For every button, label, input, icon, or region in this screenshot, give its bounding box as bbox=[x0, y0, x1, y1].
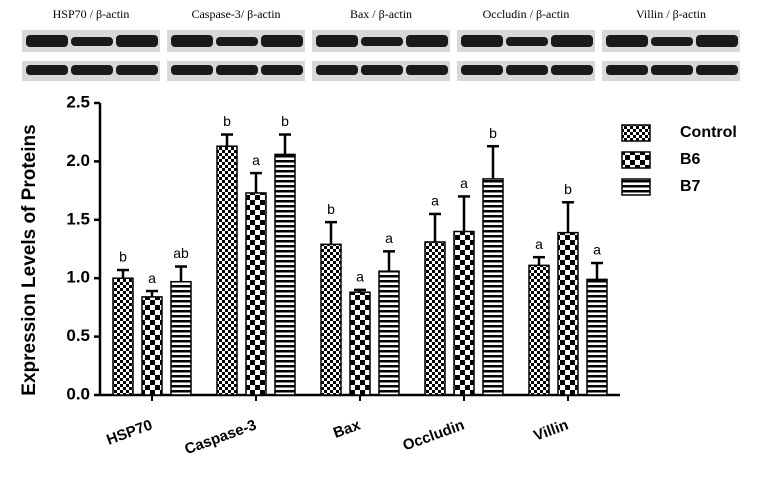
legend-swatch bbox=[621, 124, 651, 142]
bar bbox=[245, 192, 267, 396]
x-tick-label: HSP70 bbox=[104, 417, 154, 449]
blot-band bbox=[696, 65, 738, 75]
blot-band bbox=[551, 35, 593, 47]
bar bbox=[216, 145, 238, 396]
legend-swatch bbox=[621, 151, 651, 169]
blot-label: Occludin / β-actin bbox=[483, 7, 570, 21]
significance-letter: a bbox=[252, 152, 260, 168]
x-tick-label: Villin bbox=[531, 417, 570, 445]
blot-band bbox=[71, 65, 113, 75]
y-tick-label: 2.0 bbox=[66, 151, 90, 170]
blot-band bbox=[506, 37, 548, 46]
y-tick-label: 0.0 bbox=[66, 384, 90, 403]
significance-letter: a bbox=[460, 175, 468, 191]
blot-band bbox=[171, 35, 213, 47]
significance-letter: b bbox=[281, 113, 289, 129]
significance-letter: b bbox=[327, 201, 335, 217]
significance-letter: a bbox=[431, 193, 439, 209]
y-tick-label: 1.5 bbox=[66, 209, 90, 228]
y-tick-label: 0.5 bbox=[66, 326, 90, 345]
blot-band bbox=[651, 65, 693, 75]
legend-label: B6 bbox=[680, 151, 701, 168]
blot-band bbox=[261, 35, 303, 47]
significance-letter: ab bbox=[173, 245, 189, 261]
significance-letter: b bbox=[564, 181, 572, 197]
legend-label: Control bbox=[680, 124, 737, 141]
y-tick-label: 1.0 bbox=[66, 268, 90, 287]
blot-label: HSP70 / β-actin bbox=[53, 7, 130, 21]
significance-letter: b bbox=[223, 113, 231, 129]
x-tick-label: Caspase-3 bbox=[182, 417, 258, 459]
blot-label: Villin / β-actin bbox=[636, 7, 706, 21]
blot-band bbox=[361, 37, 403, 46]
significance-letter: b bbox=[489, 125, 497, 141]
blot-label: Bax / β-actin bbox=[350, 7, 412, 21]
blot-band bbox=[116, 35, 158, 47]
significance-letter: a bbox=[593, 242, 601, 258]
blot-band bbox=[361, 65, 403, 75]
significance-letter: a bbox=[535, 236, 543, 252]
y-axis-label: Expression Levels of Proteins bbox=[19, 124, 40, 395]
legend-swatch bbox=[621, 178, 651, 196]
blot-band bbox=[406, 35, 448, 47]
bar bbox=[320, 243, 342, 396]
significance-letter: a bbox=[385, 230, 393, 246]
blot-band bbox=[506, 65, 548, 75]
bar bbox=[112, 277, 134, 396]
blot-band bbox=[606, 65, 648, 75]
bar bbox=[424, 241, 446, 396]
x-tick-label: Bax bbox=[331, 416, 363, 442]
bar bbox=[557, 231, 579, 396]
blot-band bbox=[551, 65, 593, 75]
blot-band bbox=[696, 35, 738, 47]
y-tick-label: 2.5 bbox=[66, 92, 90, 111]
blot-band bbox=[26, 35, 68, 47]
blot-band bbox=[216, 65, 258, 75]
bar bbox=[453, 230, 475, 396]
blot-band bbox=[116, 65, 158, 75]
bar bbox=[170, 280, 192, 396]
blot-band bbox=[316, 65, 358, 75]
blot-band bbox=[606, 35, 648, 47]
blot-band bbox=[651, 37, 693, 46]
blot-band bbox=[26, 65, 68, 75]
blot-band bbox=[316, 35, 358, 47]
bar bbox=[378, 270, 400, 396]
blot-band bbox=[171, 65, 213, 75]
blot-band bbox=[461, 35, 503, 47]
bar bbox=[528, 264, 550, 396]
blot-band bbox=[216, 37, 258, 46]
bar bbox=[482, 178, 504, 396]
bar bbox=[586, 278, 608, 396]
bar bbox=[349, 291, 371, 396]
legend-label: B7 bbox=[680, 178, 701, 195]
significance-letter: a bbox=[148, 270, 156, 286]
x-tick-label: Occludin bbox=[401, 417, 467, 455]
significance-letter: a bbox=[356, 269, 364, 285]
significance-letter: b bbox=[119, 249, 127, 265]
blot-band bbox=[261, 65, 303, 75]
bar bbox=[141, 296, 163, 396]
bar bbox=[274, 153, 296, 396]
blot-band bbox=[406, 65, 448, 75]
blot-band bbox=[71, 37, 113, 46]
blot-band bbox=[461, 65, 503, 75]
blot-label: Caspase-3/ β-actin bbox=[191, 7, 280, 21]
